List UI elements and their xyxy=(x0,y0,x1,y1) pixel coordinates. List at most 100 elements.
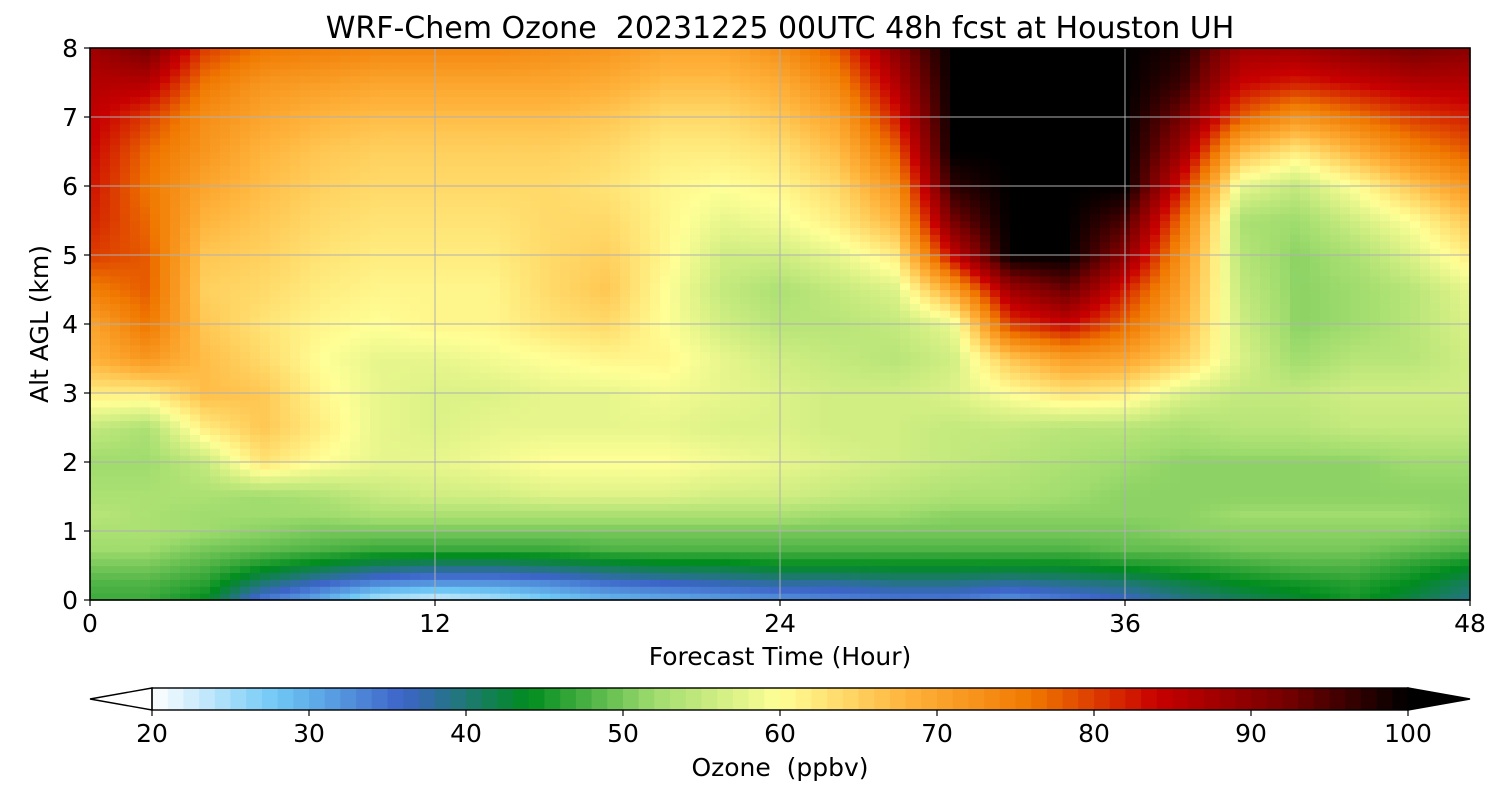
contour-cell xyxy=(950,351,961,360)
contour-cell xyxy=(790,510,801,518)
contour-cell xyxy=(1330,489,1341,498)
contour-cell xyxy=(540,558,551,567)
contour-cell xyxy=(1090,365,1101,373)
contour-cell xyxy=(980,558,991,567)
contour-cell xyxy=(910,468,921,477)
contour-cell xyxy=(340,365,351,373)
contour-cell xyxy=(720,406,731,415)
contour-cell xyxy=(1240,372,1251,380)
contour-cell xyxy=(310,448,321,456)
contour-cell xyxy=(240,537,251,546)
contour-cell xyxy=(900,372,911,380)
contour-cell xyxy=(1230,503,1241,511)
contour-cell xyxy=(1320,572,1331,580)
contour-cell xyxy=(500,475,511,484)
contour-cell xyxy=(90,565,101,573)
contour-cell xyxy=(1040,475,1051,484)
contour-cell xyxy=(1100,434,1111,442)
contour-cell xyxy=(520,379,531,387)
contour-cell xyxy=(840,413,851,422)
contour-cell xyxy=(1310,517,1321,525)
contour-cell xyxy=(1460,372,1471,380)
contour-cell xyxy=(400,579,411,587)
contour-cell xyxy=(750,565,761,573)
contour-cell xyxy=(460,406,471,415)
contour-cell xyxy=(170,455,181,463)
contour-cell xyxy=(1270,393,1281,401)
contour-cell xyxy=(410,386,421,394)
contour-cell xyxy=(1380,475,1391,484)
contour-cell xyxy=(840,427,851,435)
contour-cell xyxy=(1340,482,1351,491)
contour-cell xyxy=(1290,510,1301,518)
contour-cell xyxy=(700,379,711,387)
contour-cell xyxy=(150,551,161,560)
contour-cell xyxy=(260,537,271,546)
contour-cell xyxy=(1150,496,1161,504)
contour-cell xyxy=(1380,503,1391,511)
contour-cell xyxy=(910,365,921,373)
contour-cell xyxy=(880,448,891,456)
contour-cell xyxy=(180,406,191,415)
contour-cell xyxy=(1020,489,1031,498)
contour-cell xyxy=(810,544,821,553)
contour-cell xyxy=(120,365,131,373)
contour-cell xyxy=(570,365,581,373)
contour-cell xyxy=(1080,406,1091,415)
contour-cell xyxy=(810,441,821,449)
contour-cell xyxy=(360,358,371,366)
contour-cell xyxy=(110,503,121,511)
contour-cell xyxy=(1240,531,1251,539)
contour-cell xyxy=(800,482,811,491)
contour-cell xyxy=(700,427,711,435)
contour-cell xyxy=(1210,565,1221,573)
contour-cell xyxy=(570,358,581,366)
contour-cell xyxy=(980,496,991,504)
contour-cell xyxy=(740,593,751,601)
contour-cell xyxy=(280,393,291,401)
contour-cell xyxy=(150,482,161,491)
contour-cell xyxy=(360,524,371,532)
contour-cell xyxy=(330,344,341,353)
contour-cell xyxy=(1240,427,1251,435)
contour-cell xyxy=(1380,358,1391,366)
contour-cell xyxy=(230,372,241,380)
contour-cell xyxy=(1160,406,1171,415)
contour-cell xyxy=(520,455,531,463)
contour-cell xyxy=(780,503,791,511)
contour-cell xyxy=(500,358,511,366)
contour-cell xyxy=(670,420,681,429)
contour-cell xyxy=(1460,482,1471,491)
contour-cell xyxy=(1450,413,1461,422)
contour-cell xyxy=(200,462,211,470)
contour-cell xyxy=(260,558,271,567)
contour-cell xyxy=(90,462,101,470)
contour-cell xyxy=(210,482,221,491)
contour-cell xyxy=(900,462,911,470)
contour-cell xyxy=(870,489,881,498)
contour-cell xyxy=(660,489,671,498)
contour-cell xyxy=(890,427,901,435)
contour-cell xyxy=(710,558,721,567)
contour-cell xyxy=(1040,558,1051,567)
contour-cell xyxy=(230,551,241,560)
contour-cell xyxy=(760,586,771,594)
contour-cell xyxy=(950,468,961,477)
contour-cell xyxy=(570,462,581,470)
contour-cell xyxy=(260,586,271,594)
contour-cell xyxy=(960,441,971,449)
contour-cell xyxy=(570,434,581,442)
contour-cell xyxy=(680,462,691,470)
contour-cell xyxy=(1310,413,1321,422)
contour-cell xyxy=(930,462,941,470)
contour-cell xyxy=(1050,372,1061,380)
contour-cell xyxy=(150,586,161,594)
contour-cell xyxy=(390,544,401,553)
contour-cell xyxy=(210,579,221,587)
contour-cell xyxy=(650,593,661,601)
contour-cell xyxy=(1310,358,1321,366)
contour-cell xyxy=(1330,420,1341,429)
contour-cell xyxy=(330,441,341,449)
contour-cell xyxy=(300,544,311,553)
contour-cell xyxy=(410,489,421,498)
